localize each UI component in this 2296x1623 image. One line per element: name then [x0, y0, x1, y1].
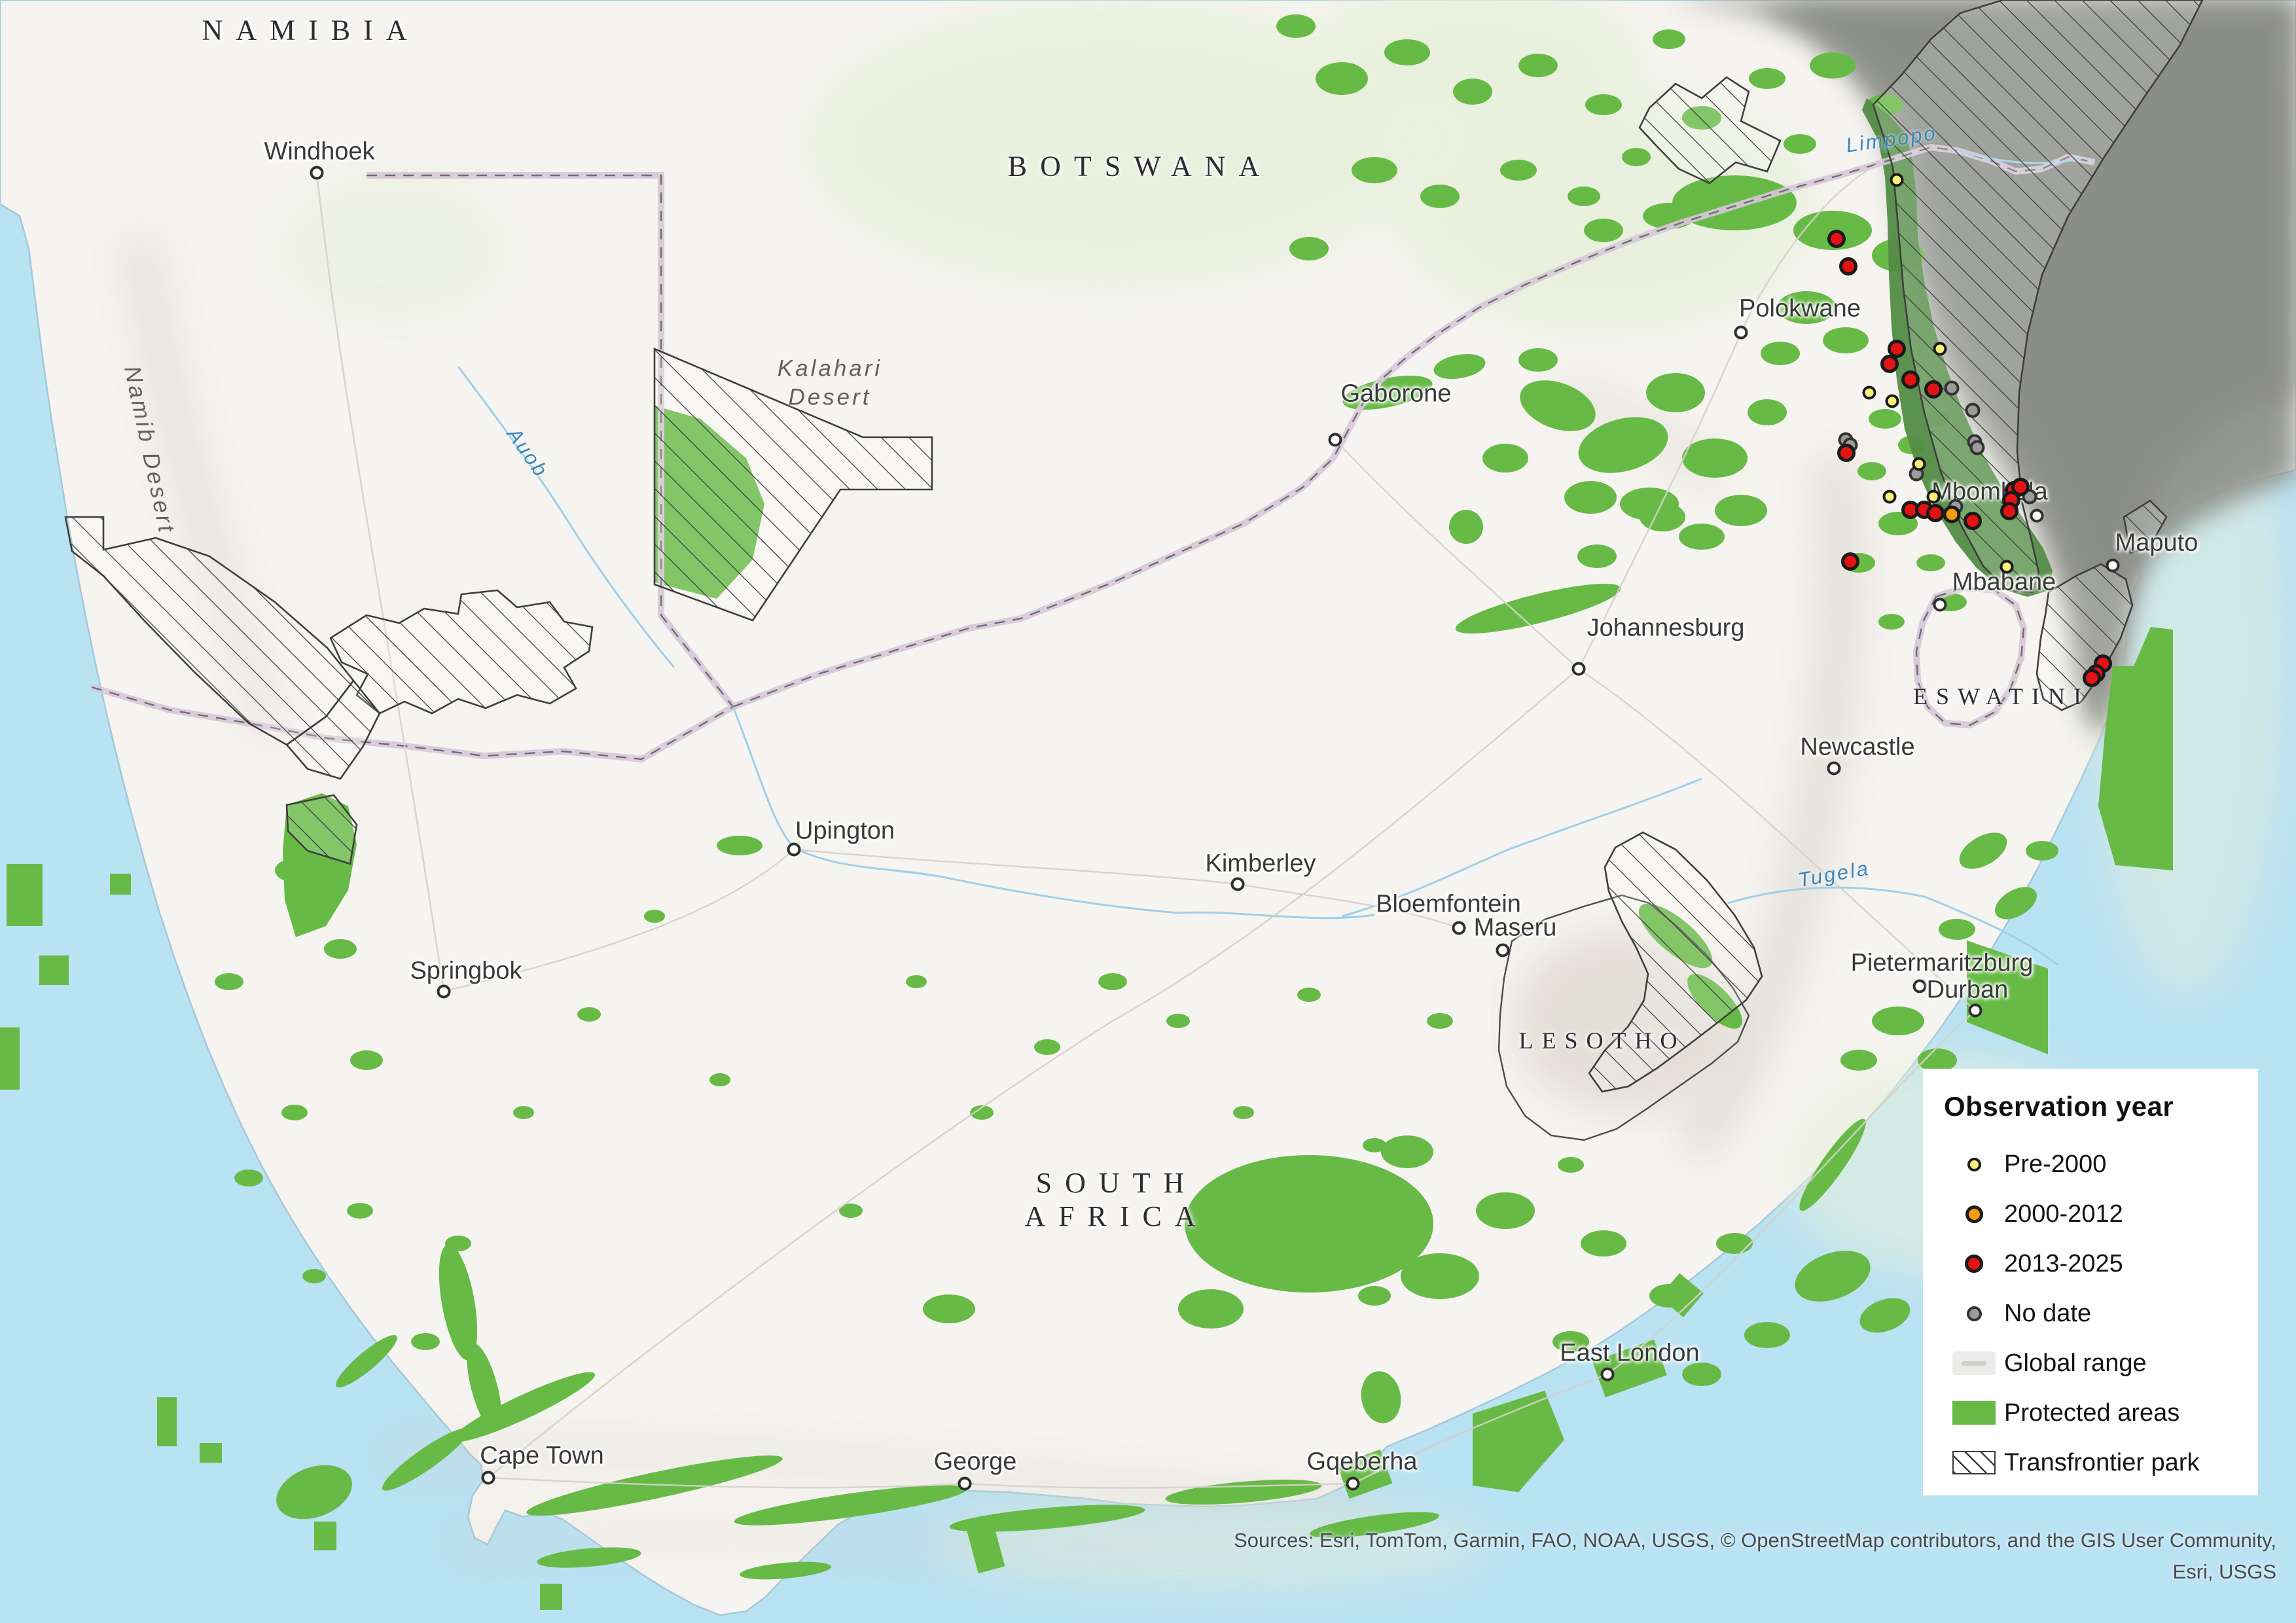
- observation-point-pre2000: [1882, 490, 1897, 504]
- observation-point-y2013: [1880, 355, 1899, 373]
- legend: Observation year Pre-2000 2000-2012 2013-2…: [1923, 1069, 2258, 1495]
- observation-point-nodate: [1944, 380, 1960, 396]
- sources-line2: Esri, USGS: [2172, 1560, 2276, 1583]
- legend-label-protected: Protected areas: [2004, 1399, 2180, 1427]
- city-marker-gaborone: [1328, 433, 1342, 447]
- observation-point-y2013: [1901, 370, 1920, 389]
- observation-point-y2013: [2083, 669, 2101, 687]
- observation-point-pre2000: [1885, 394, 1899, 408]
- city-marker-kimberley: [1230, 877, 1245, 891]
- legend-icon-transfrontier: [1944, 1451, 2004, 1474]
- city-marker-polokwane: [1734, 325, 1748, 340]
- observation-point-nodate: [1965, 402, 1981, 418]
- legend-icon-y2000: [1944, 1205, 2004, 1223]
- lubombo-park: [2036, 563, 2134, 711]
- sources-attribution: Sources: Esri, TomTom, Garmin, FAO, NOAA…: [1234, 1525, 2276, 1588]
- sources-line1: Sources: Esri, TomTom, Garmin, FAO, NOAA…: [1234, 1528, 2276, 1552]
- global-range-layer: [1538, 0, 2296, 738]
- observation-point-nodate: [1969, 440, 1985, 455]
- city-marker-mbombela: [2030, 508, 2044, 523]
- legend-icon-y2013: [1944, 1255, 2004, 1273]
- observation-point-y2013: [2000, 502, 2018, 520]
- city-marker-springbok: [437, 984, 451, 999]
- observation-point-y2013: [1827, 230, 1846, 248]
- legend-row-y2013: 2013-2025: [1944, 1239, 2251, 1289]
- legend-label-transfrontier: Transfrontier park: [2004, 1448, 2200, 1476]
- legend-row-globalrange: Global range: [1944, 1338, 2251, 1388]
- city-marker-upington: [787, 842, 801, 857]
- legend-label-y2013: 2013-2025: [2004, 1249, 2123, 1277]
- observation-point-y2013: [1888, 340, 1906, 358]
- legend-title: Observation year: [1944, 1091, 2174, 1122]
- observation-point-y2013: [1926, 504, 1945, 522]
- mapungubwe-park: [1638, 76, 1782, 185]
- city-marker-newcastle: [1827, 761, 1841, 776]
- legend-row-nodate: No date: [1944, 1289, 2251, 1338]
- city-marker-mbabane: [1933, 597, 1947, 612]
- legend-label-y2000: 2000-2012: [2004, 1200, 2123, 1228]
- maloti-drakensberg-park: [1588, 831, 1763, 1093]
- legend-row-y2000: 2000-2012: [1944, 1189, 2251, 1239]
- observation-point-y2013: [1841, 552, 1859, 571]
- legend-icon-nodate: [1944, 1306, 2004, 1321]
- legend-label-nodate: No date: [2004, 1299, 2092, 1327]
- observation-point-pre2000: [1912, 457, 1926, 471]
- observation-point-y2000: [1943, 505, 1961, 524]
- legend-icon-globalrange: [1944, 1351, 2004, 1375]
- city-marker-durban: [1968, 1003, 1982, 1018]
- legend-row-pre2000: Pre-2000: [1944, 1139, 2251, 1189]
- observation-point-y2013: [1837, 444, 1856, 462]
- city-marker-cape-town: [481, 1471, 495, 1485]
- city-marker-bloemfontein: [1452, 921, 1466, 935]
- observation-point-y2013: [2011, 478, 2030, 496]
- city-marker-george: [958, 1476, 972, 1491]
- observation-point-y2013: [1964, 512, 1982, 530]
- city-marker-maseru: [1496, 943, 1510, 957]
- transfrontier-parks: [64, 0, 2204, 1093]
- observation-point-y2013: [1924, 380, 1943, 399]
- city-marker-east-london: [1600, 1367, 1615, 1382]
- observation-point-pre2000: [1933, 342, 1947, 356]
- city-marker-windhoek: [310, 166, 324, 180]
- great-limpopo-park: [1872, 0, 2204, 594]
- city-marker-maputo: [2106, 558, 2120, 573]
- legend-icon-pre2000: [1944, 1157, 2004, 1171]
- observation-point-pre2000: [1926, 490, 1941, 504]
- city-marker-pietermaritzburg: [1912, 979, 1927, 993]
- observation-point-pre2000: [1890, 173, 1904, 187]
- observation-point-y2013: [1839, 257, 1857, 276]
- city-marker-gqeberha: [1346, 1476, 1360, 1491]
- city-marker-johannesburg: [1571, 662, 1586, 676]
- observation-point-pre2000: [2000, 560, 2014, 574]
- legend-row-protected: Protected areas: [1944, 1388, 2251, 1438]
- legend-label-globalrange: Global range: [2004, 1349, 2147, 1377]
- observation-point-pre2000: [1862, 385, 1876, 400]
- legend-icon-protected: [1944, 1401, 2004, 1425]
- kgalagadi-park: [653, 348, 933, 622]
- legend-row-transfrontier: Transfrontier park: [1944, 1438, 2251, 1488]
- legend-label-pre2000: Pre-2000: [2004, 1150, 2107, 1178]
